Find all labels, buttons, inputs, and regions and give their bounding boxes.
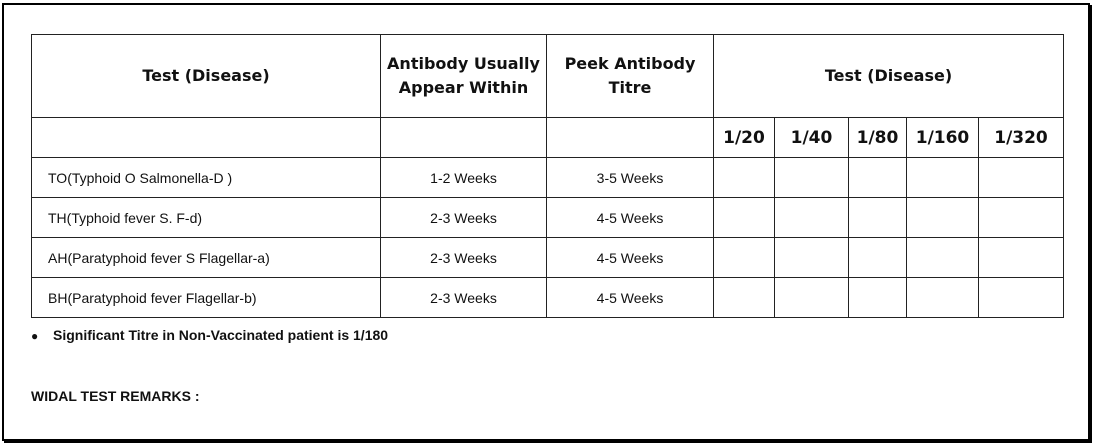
titre-cell[interactable] <box>713 157 775 198</box>
header-test-disease: Test (Disease) <box>31 34 381 118</box>
titre-cell[interactable] <box>848 197 907 238</box>
table-row: BH(Paratyphoid fever Flagellar-b) 2-3 We… <box>31 277 1064 318</box>
empty-cell <box>31 117 381 158</box>
table-row: TH(Typhoid fever S. F-d) 2-3 Weeks 4-5 W… <box>31 197 1064 238</box>
remarks-label: WIDAL TEST REMARKS : <box>31 388 200 404</box>
table-row: AH(Paratyphoid fever S Flagellar-a) 2-3 … <box>31 237 1064 278</box>
test-name-cell: TO(Typhoid O Salmonella-D ) <box>31 157 381 198</box>
dilution-1-80: 1/80 <box>848 117 907 158</box>
document-frame <box>2 3 1090 441</box>
appear-within-cell: 2-3 Weeks <box>380 237 547 278</box>
peak-titre-cell: 4-5 Weeks <box>546 277 714 318</box>
peak-titre-cell: 3-5 Weeks <box>546 157 714 198</box>
titre-cell[interactable] <box>906 157 979 198</box>
header-antibody-appear: Antibody Usually Appear Within <box>380 34 547 118</box>
dilution-1-160: 1/160 <box>906 117 979 158</box>
titre-cell[interactable] <box>774 197 849 238</box>
titre-cell[interactable] <box>713 277 775 318</box>
test-name-cell: TH(Typhoid fever S. F-d) <box>31 197 381 238</box>
titre-cell[interactable] <box>848 277 907 318</box>
header-dilution-group: Test (Disease) <box>713 34 1064 118</box>
test-name-cell: BH(Paratyphoid fever Flagellar-b) <box>31 277 381 318</box>
peak-titre-cell: 4-5 Weeks <box>546 237 714 278</box>
frame-shadow-bottom <box>4 441 1092 443</box>
titre-cell[interactable] <box>906 237 979 278</box>
significant-titre-note: ● Significant Titre in Non-Vaccinated pat… <box>31 327 388 343</box>
titre-cell[interactable] <box>713 197 775 238</box>
empty-cell <box>380 117 547 158</box>
appear-within-cell: 1-2 Weeks <box>380 157 547 198</box>
titre-cell[interactable] <box>978 157 1064 198</box>
note-text: Significant Titre in Non-Vaccinated pati… <box>53 327 389 343</box>
test-name-cell: AH(Paratyphoid fever S Flagellar-a) <box>31 237 381 278</box>
appear-within-cell: 2-3 Weeks <box>380 277 547 318</box>
dilution-header-row: 1/20 1/40 1/80 1/160 1/320 <box>31 117 1064 158</box>
peak-titre-cell: 4-5 Weeks <box>546 197 714 238</box>
empty-cell <box>546 117 714 158</box>
header-peak-titre: Peek Antibody Titre <box>546 34 714 118</box>
titre-cell[interactable] <box>713 237 775 278</box>
titre-cell[interactable] <box>774 237 849 278</box>
titre-cell[interactable] <box>906 277 979 318</box>
titre-cell[interactable] <box>774 157 849 198</box>
bullet-icon: ● <box>31 329 39 343</box>
titre-cell[interactable] <box>906 197 979 238</box>
titre-cell[interactable] <box>774 277 849 318</box>
titre-cell[interactable] <box>978 277 1064 318</box>
table-row: TO(Typhoid O Salmonella-D ) 1-2 Weeks 3-… <box>31 157 1064 198</box>
titre-cell[interactable] <box>848 157 907 198</box>
dilution-1-20: 1/20 <box>713 117 775 158</box>
widal-results-table: Test (Disease) Antibody Usually Appear W… <box>31 34 1064 318</box>
dilution-1-40: 1/40 <box>774 117 849 158</box>
titre-cell[interactable] <box>848 237 907 278</box>
dilution-1-320: 1/320 <box>978 117 1064 158</box>
titre-cell[interactable] <box>978 197 1064 238</box>
appear-within-cell: 2-3 Weeks <box>380 197 547 238</box>
table-header-row: Test (Disease) Antibody Usually Appear W… <box>31 34 1064 118</box>
frame-shadow-right <box>1090 5 1092 443</box>
titre-cell[interactable] <box>978 237 1064 278</box>
